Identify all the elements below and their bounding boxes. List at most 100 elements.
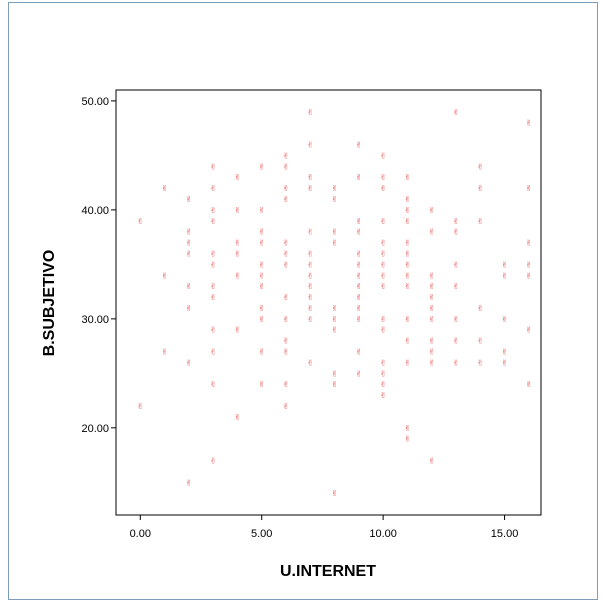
data-point: ✌ (428, 315, 435, 324)
data-point: ✌ (526, 326, 533, 335)
data-point: ✌ (258, 315, 265, 324)
data-point: ✌ (258, 380, 265, 389)
data-point: ✌ (258, 304, 265, 313)
data-point: ✌ (404, 239, 411, 248)
data-point: ✌ (356, 140, 363, 149)
data-point: ✌ (428, 271, 435, 280)
data-point: ✌ (428, 348, 435, 357)
data-point: ✌ (234, 173, 241, 182)
data-point: ✌ (331, 326, 338, 335)
data-point: ✌ (453, 108, 460, 117)
data-point: ✌ (526, 380, 533, 389)
data-point: ✌ (161, 184, 168, 193)
data-point: ✌ (356, 369, 363, 378)
data-point: ✌ (307, 173, 314, 182)
data-point: ✌ (404, 260, 411, 269)
data-point: ✌ (186, 304, 193, 313)
data-point: ✌ (161, 348, 168, 357)
data-point: ✌ (283, 337, 290, 346)
data-point: ✌ (258, 282, 265, 291)
data-point: ✌ (453, 358, 460, 367)
data-point: ✌ (186, 228, 193, 237)
data-point: ✌ (526, 260, 533, 269)
data-point: ✌ (428, 304, 435, 313)
data-point: ✌ (356, 228, 363, 237)
data-point: ✌ (258, 228, 265, 237)
data-point: ✌ (477, 304, 484, 313)
data-point: ✌ (137, 217, 144, 226)
data-point: ✌ (307, 304, 314, 313)
data-point: ✌ (307, 260, 314, 269)
data-point: ✌ (210, 184, 217, 193)
data-point: ✌ (380, 239, 387, 248)
data-point: ✌ (283, 260, 290, 269)
data-point: ✌ (307, 184, 314, 193)
data-point: ✌ (307, 358, 314, 367)
data-point: ✌ (234, 326, 241, 335)
data-point: ✌ (331, 380, 338, 389)
data-point: ✌ (210, 326, 217, 335)
chart-frame: 20.00 30.00 40.00 50.00 0.00 5.00 10.00 15.00 … (8, 2, 598, 600)
data-point: ✌ (331, 195, 338, 204)
data-point: ✌ (331, 228, 338, 237)
data-point: ✌ (404, 337, 411, 346)
data-point: ✌ (210, 348, 217, 357)
data-point: ✌ (356, 282, 363, 291)
data-point: ✌ (234, 271, 241, 280)
data-point: ✌ (453, 315, 460, 324)
data-point: ✌ (404, 249, 411, 258)
data-point: ✌ (137, 402, 144, 411)
data-point: ✌ (331, 315, 338, 324)
data-point: ✌ (404, 435, 411, 444)
data-point: ✌ (453, 260, 460, 269)
data-point: ✌ (380, 358, 387, 367)
data-point: ✌ (453, 228, 460, 237)
data-point: ✌ (380, 260, 387, 269)
data-point: ✌ (307, 228, 314, 237)
data-point: ✌ (356, 348, 363, 357)
data-point: ✌ (186, 478, 193, 487)
data-point: ✌ (380, 151, 387, 160)
data-point: ✌ (283, 195, 290, 204)
data-point: ✌ (283, 184, 290, 193)
data-point: ✌ (210, 282, 217, 291)
data-point: ✌ (186, 195, 193, 204)
x-axis: 0.00 5.00 10.00 15.00 (130, 515, 518, 540)
data-point: ✌ (283, 348, 290, 357)
x-tick-label: 5.00 (251, 528, 272, 540)
data-point: ✌ (210, 249, 217, 258)
data-point: ✌ (307, 293, 314, 302)
data-point: ✌ (234, 249, 241, 258)
plot-area (115, 89, 542, 516)
data-point: ✌ (210, 206, 217, 215)
data-point: ✌ (404, 315, 411, 324)
data-point: ✌ (283, 380, 290, 389)
data-point: ✌ (380, 173, 387, 182)
data-point: ✌ (477, 217, 484, 226)
data-point: ✌ (404, 358, 411, 367)
data-point: ✌ (526, 119, 533, 128)
data-point: ✌ (404, 173, 411, 182)
data-point: ✌ (404, 206, 411, 215)
data-point: ✌ (501, 271, 508, 280)
data-point: ✌ (380, 282, 387, 291)
data-point: ✌ (526, 184, 533, 193)
data-point: ✌ (380, 217, 387, 226)
data-point: ✌ (356, 260, 363, 269)
data-point: ✌ (477, 337, 484, 346)
data-point: ✌ (331, 369, 338, 378)
data-point: ✌ (258, 260, 265, 269)
data-point: ✌ (258, 206, 265, 215)
data-point: ✌ (428, 228, 435, 237)
data-point: ✌ (501, 358, 508, 367)
y-tick-label: 40.00 (81, 205, 109, 217)
data-point: ✌ (307, 282, 314, 291)
data-point: ✌ (283, 249, 290, 258)
y-tick-label: 20.00 (81, 423, 109, 435)
data-point: ✌ (186, 358, 193, 367)
data-point: ✌ (283, 162, 290, 171)
data-point: ✌ (210, 260, 217, 269)
data-point: ✌ (234, 206, 241, 215)
data-point: ✌ (380, 391, 387, 400)
data-point: ✌ (210, 380, 217, 389)
